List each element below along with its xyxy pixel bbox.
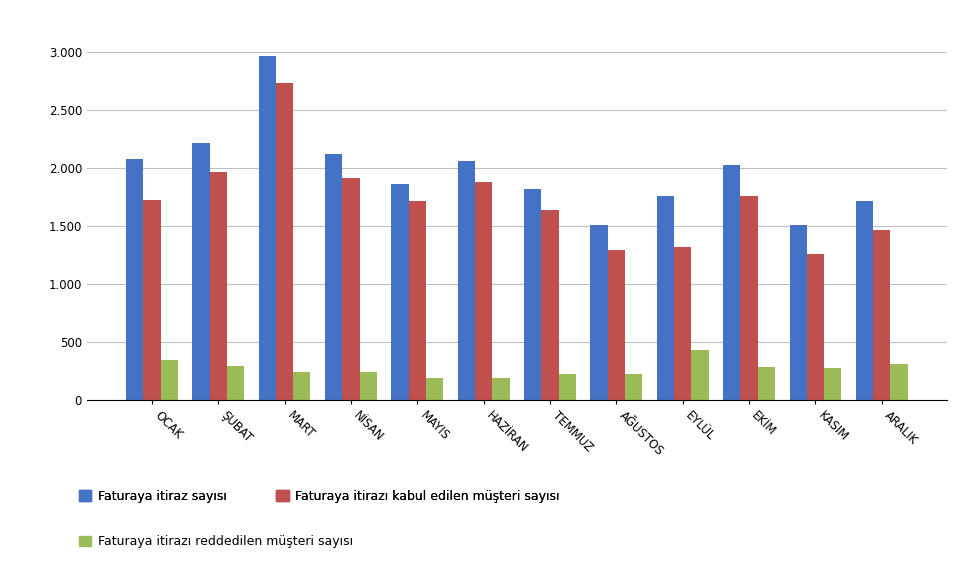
Bar [276,83,294,400]
Bar [789,225,807,400]
Bar [625,373,642,400]
Bar [143,200,160,400]
Bar [807,254,824,400]
Bar [126,159,143,400]
Bar [541,210,558,400]
Bar [525,188,541,400]
Bar [891,364,908,400]
Bar [558,374,576,400]
Bar [692,350,708,400]
Bar [590,225,608,400]
Bar [160,360,178,400]
Bar [342,178,359,400]
Bar [426,377,443,400]
Bar [475,182,493,400]
Legend: Faturaya itiraz sayısı, Faturaya itirazı kabul edilen müşteri sayısı: Faturaya itiraz sayısı, Faturaya itirazı… [73,485,565,508]
Bar [458,161,475,400]
Bar [608,250,625,400]
Bar [724,166,740,400]
Bar [493,377,509,400]
Bar [657,196,674,400]
Bar [210,172,227,400]
Bar [824,368,841,400]
Bar [391,184,409,400]
Bar [359,372,377,400]
Bar [192,143,210,400]
Bar [227,366,244,400]
Bar [409,202,426,400]
Bar [326,154,342,400]
Bar [740,196,757,400]
Bar [757,367,775,400]
Bar [259,57,276,400]
Bar [294,372,310,400]
Bar [856,202,873,400]
Bar [674,247,692,400]
Legend: Faturaya itirazı reddedilen müşteri sayısı: Faturaya itirazı reddedilen müşteri sayı… [73,530,357,553]
Bar [873,230,891,400]
